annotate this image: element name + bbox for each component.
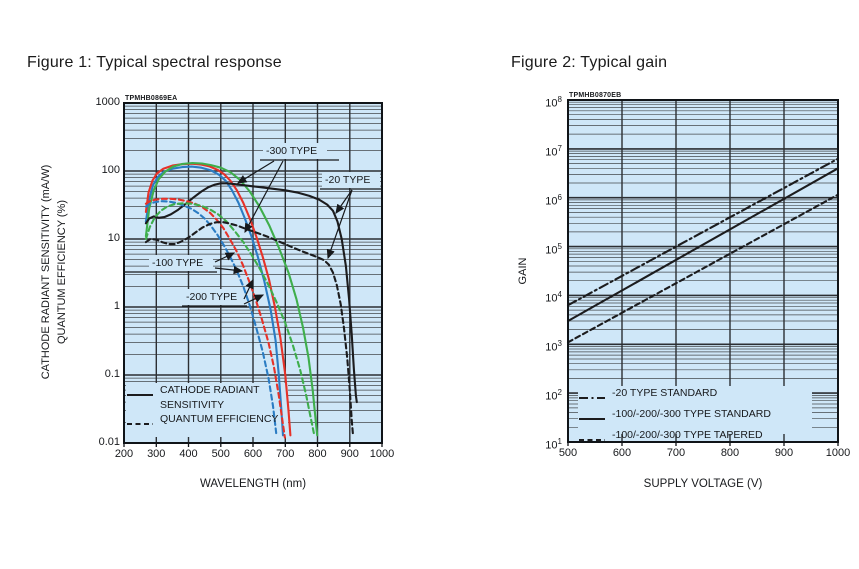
series-300-type-cathode-radiant-sensitivity bbox=[144, 161, 319, 437]
figure1-y-axis-label-line2: QUANTUM EFFICIENCY (%) bbox=[56, 199, 68, 345]
y-tick-label: 100 bbox=[101, 164, 120, 176]
figure1-x-axis-label: WAVELENGTH (nm) bbox=[199, 478, 307, 490]
annotation-arrow bbox=[236, 160, 275, 184]
legend-sample-dashed-line bbox=[578, 431, 606, 449]
y-tick-label: 0.1 bbox=[104, 368, 120, 380]
x-tick-label: 700 bbox=[666, 447, 686, 459]
annotation-arrow bbox=[326, 189, 353, 260]
legend-item: CATHODE RADIANT SENSITIVITY bbox=[126, 383, 288, 412]
x-tick-label: 200 bbox=[114, 448, 134, 460]
series-20-type-standard-gain bbox=[566, 157, 840, 307]
plot-area bbox=[123, 102, 383, 447]
y-tick-label: 108 bbox=[545, 95, 562, 110]
figure2-chart-code: TPMHB0870EB bbox=[569, 92, 622, 99]
y-tick-label: 107 bbox=[545, 143, 562, 159]
annotation-arrow bbox=[335, 189, 353, 214]
y-tick-label: 1 bbox=[113, 300, 120, 312]
legend-item: -100/-200/-300 TYPE TAPERED bbox=[578, 428, 812, 449]
legend-item: -20 TYPE STANDARD bbox=[578, 386, 812, 407]
series-200-type-quantum-efficiency bbox=[144, 197, 286, 439]
y-tick-label: 104 bbox=[545, 290, 562, 306]
series-100-200-300-type-tapered-gain bbox=[566, 193, 840, 344]
annotation-label: -300 TYPE bbox=[266, 145, 318, 157]
legend-sample-dashed-line bbox=[126, 415, 154, 433]
annotation-arrow bbox=[243, 294, 265, 305]
plot-frame bbox=[567, 99, 839, 443]
figure2-title: Figure 2: Typical gain bbox=[511, 54, 668, 71]
figure2-y-axis-label: GAIN bbox=[517, 257, 529, 285]
legend-sample-dashdot-line bbox=[578, 389, 606, 407]
series-100-type-cathode-radiant-sensitivity bbox=[144, 165, 285, 437]
x-tick-label: 500 bbox=[558, 447, 578, 459]
annotation-label: -100 TYPE bbox=[152, 257, 204, 269]
y-tick-label: 102 bbox=[545, 388, 562, 403]
annotation-label: -20 TYPE bbox=[325, 174, 371, 186]
plot-area bbox=[566, 99, 840, 446]
legend: -20 TYPE STANDARD -100/-200/-300 TYPE STA… bbox=[578, 386, 812, 449]
y-tick-label: 106 bbox=[545, 192, 562, 208]
x-tick-label: 700 bbox=[276, 448, 295, 460]
series-200-type-cathode-radiant-sensitivity bbox=[144, 162, 292, 437]
y-tick-label: 1000 bbox=[95, 96, 120, 108]
x-tick-label: 1000 bbox=[825, 447, 851, 459]
legend-sample-solid-line bbox=[578, 410, 606, 428]
x-tick-label: 1000 bbox=[369, 448, 395, 460]
legend-item-label: CATHODE RADIANT SENSITIVITY bbox=[160, 384, 260, 411]
series-20-type-cathode-radiant-sensitivity bbox=[144, 182, 358, 404]
legend-item-label: -100/-200/-300 TYPE STANDARD bbox=[612, 408, 771, 420]
plot-background bbox=[568, 100, 838, 442]
legend-item: QUANTUM EFFICIENCY bbox=[126, 412, 288, 433]
x-tick-label: 600 bbox=[243, 448, 263, 460]
x-tick-label: 600 bbox=[612, 447, 632, 459]
annotation-arrow bbox=[214, 252, 236, 263]
legend-item-label: QUANTUM EFFICIENCY bbox=[160, 413, 279, 425]
series-100-type-quantum-efficiency bbox=[144, 200, 278, 435]
annotation-arrow bbox=[244, 160, 284, 234]
legend-sample-solid-line bbox=[126, 386, 154, 404]
figure1-y-axis-label-line1: CATHODE RADIANT SENSITIVITY (mA/W) bbox=[40, 164, 52, 380]
annotation-arrow bbox=[243, 278, 254, 300]
x-tick-label: 800 bbox=[308, 448, 327, 460]
x-tick-label: 500 bbox=[211, 448, 230, 460]
series-100-200-300-type-standard-gain bbox=[566, 167, 840, 323]
x-tick-label: 300 bbox=[147, 448, 166, 460]
annotation-arrow bbox=[214, 265, 244, 275]
legend-item: -100/-200/-300 TYPE STANDARD bbox=[578, 407, 812, 428]
figure1-title: Figure 1: Typical spectral response bbox=[27, 54, 282, 71]
y-tick-label: 0.01 bbox=[98, 436, 120, 448]
x-tick-label: 400 bbox=[179, 448, 198, 460]
x-tick-label: 900 bbox=[340, 448, 359, 460]
legend: CATHODE RADIANT SENSITIVITY QUANTUM EFFICI… bbox=[126, 383, 288, 433]
x-tick-label: 800 bbox=[720, 447, 740, 459]
legend-item-label: -100/-200/-300 TYPE TAPERED bbox=[612, 429, 763, 441]
y-tick-label: 105 bbox=[545, 241, 562, 257]
series-300-type-quantum-efficiency bbox=[144, 202, 316, 437]
x-tick-label: 900 bbox=[774, 447, 794, 459]
annotation-label: -200 TYPE bbox=[186, 291, 238, 303]
legend-item-label: -20 TYPE STANDARD bbox=[612, 387, 718, 399]
figure1-chart-code: TPMHB0869EA bbox=[125, 95, 178, 102]
y-tick-label: 101 bbox=[545, 437, 562, 452]
series-20-type-quantum-efficiency bbox=[144, 220, 355, 437]
figure2-x-axis-label: SUPPLY VOLTAGE (V) bbox=[643, 478, 763, 490]
y-tick-label: 103 bbox=[545, 339, 562, 354]
y-tick-label: 10 bbox=[107, 232, 120, 244]
